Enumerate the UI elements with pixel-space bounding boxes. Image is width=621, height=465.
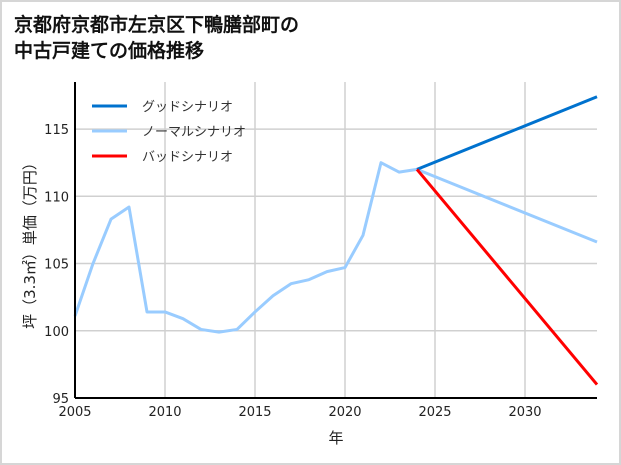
legend-label: グッドシナリオ <box>142 100 233 115</box>
x-tick-label: 2005 <box>58 405 91 420</box>
chart-title-line: 京都府京都市左京区下鴨膳部町の <box>14 14 300 36</box>
legend-label: ノーマルシナリオ <box>142 125 246 140</box>
x-tick-label: 2020 <box>328 405 361 420</box>
x-tick-label: 2010 <box>148 405 181 420</box>
y-tick-label: 110 <box>44 190 69 205</box>
series-line <box>416 95 598 171</box>
x-tick-label: 2015 <box>238 405 271 420</box>
y-tick-label: 95 <box>52 392 69 407</box>
y-tick-label: 100 <box>44 325 69 340</box>
chart-title-line: 中古戸建ての価格推移 <box>14 40 205 62</box>
y-tick-label: 115 <box>44 123 69 138</box>
y-tick-label: 105 <box>44 258 69 273</box>
x-tick-label: 2025 <box>418 405 451 420</box>
y-axis-label: 坪（3.3㎡）単価（万円） <box>21 155 39 329</box>
legend-label: バッドシナリオ <box>142 150 233 165</box>
series-line <box>73 161 598 334</box>
x-tick-label: 2030 <box>508 405 541 420</box>
series-line <box>415 168 599 386</box>
chart-title: 京都府京都市左京区下鴨膳部町の 中古戸建ての価格推移 <box>14 12 299 64</box>
x-axis-label: 年 <box>328 429 343 447</box>
